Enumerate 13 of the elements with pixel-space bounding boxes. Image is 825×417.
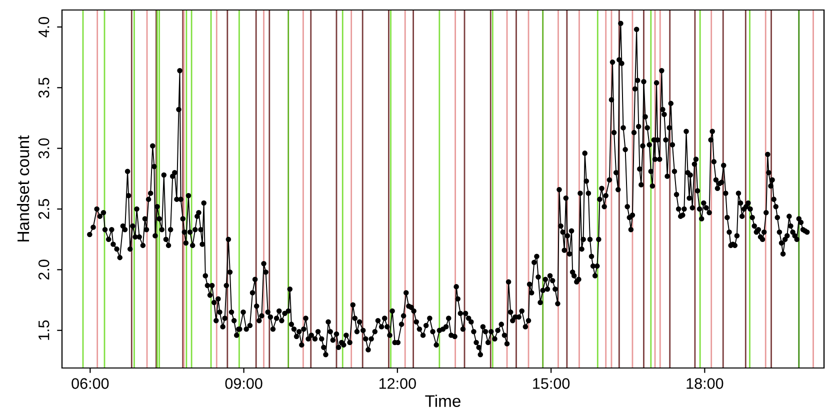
y-tick-label: 1.5 [38, 320, 50, 340]
y-tick-label: 2.5 [38, 199, 50, 219]
x-tick-label: 06:00 [72, 378, 109, 389]
y-axis-title: Handset count [16, 135, 30, 242]
y-tick-label: 4.0 [38, 16, 50, 38]
y-tick-label: 3.0 [38, 138, 50, 158]
x-tick-label: 18:00 [686, 378, 724, 389]
x-tick-label: 15:00 [533, 378, 570, 389]
y-tick-label: 2.0 [38, 260, 50, 280]
x-tick-label: 12:00 [379, 378, 416, 389]
x-tick-label: 09:00 [225, 378, 262, 389]
x-axis-title: Time [425, 394, 460, 407]
y-tick-label: 3.5 [38, 78, 50, 98]
